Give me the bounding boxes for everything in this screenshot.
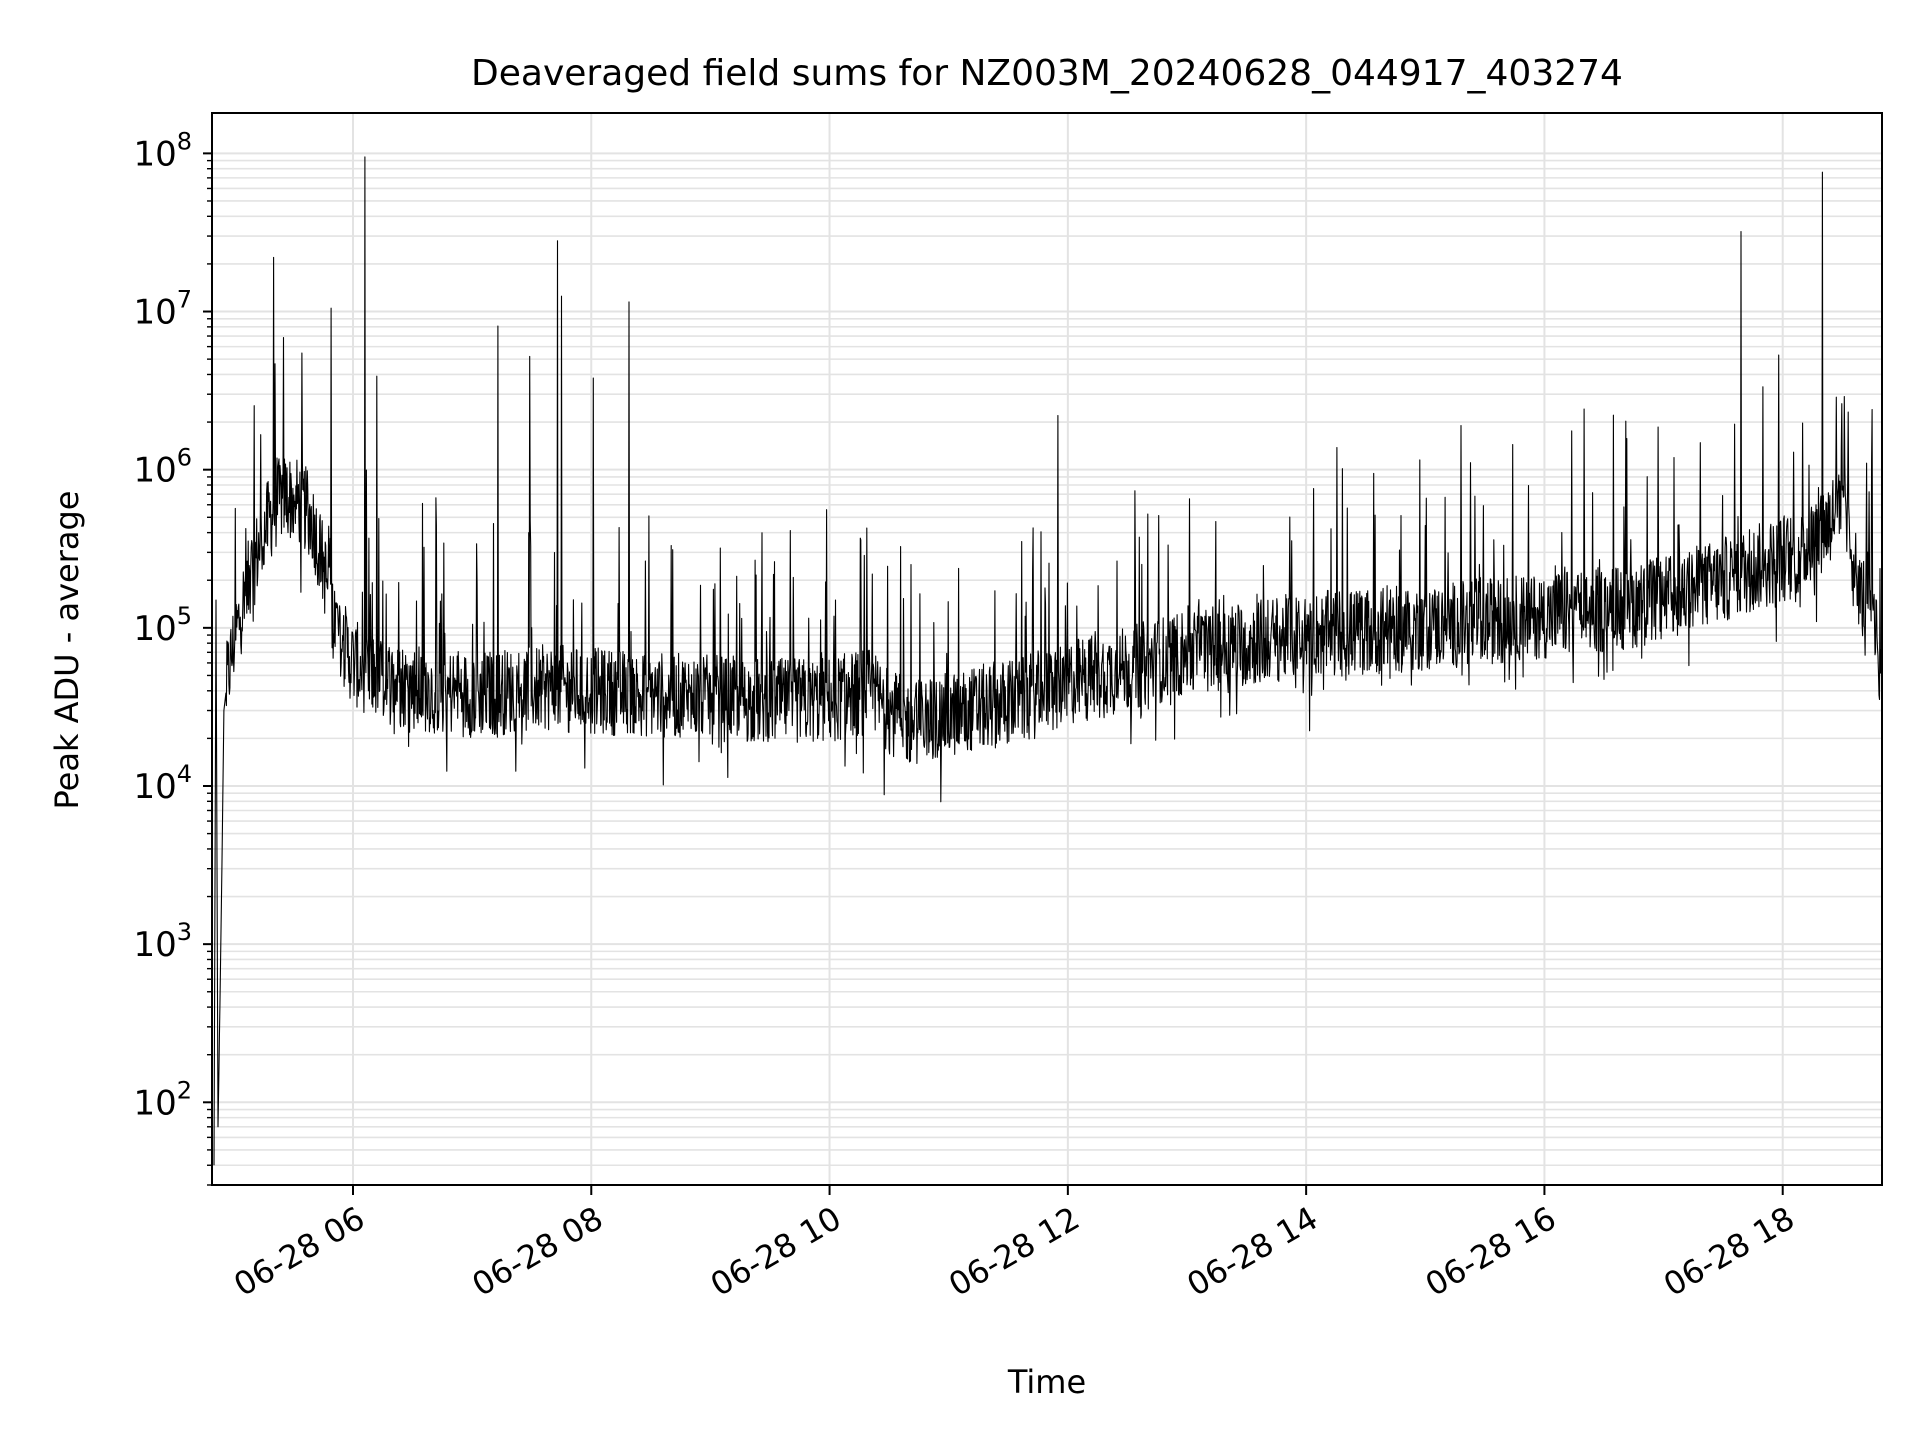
y-tick-label: 108 (133, 127, 192, 174)
grid-lines (212, 113, 1882, 1186)
y-tick-label: 105 (133, 602, 192, 649)
series-layer (213, 156, 1883, 1166)
chart-title: Deaveraged field sums for NZ003M_2024062… (471, 53, 1623, 94)
y-tick-label: 104 (133, 760, 192, 807)
x-axis-label: Time (1007, 1363, 1086, 1401)
y-axis-label: Peak ADU - average (48, 491, 86, 810)
y-tick-label: 102 (133, 1076, 192, 1123)
y-tick-label: 107 (133, 286, 192, 333)
plot-frame (211, 112, 1883, 1186)
y-axis: 102 103 104 105 106 107 108 (133, 127, 212, 1186)
y-tick-label: 103 (133, 918, 192, 965)
series-line (213, 156, 1883, 1166)
y-tick-label: 106 (133, 444, 192, 491)
